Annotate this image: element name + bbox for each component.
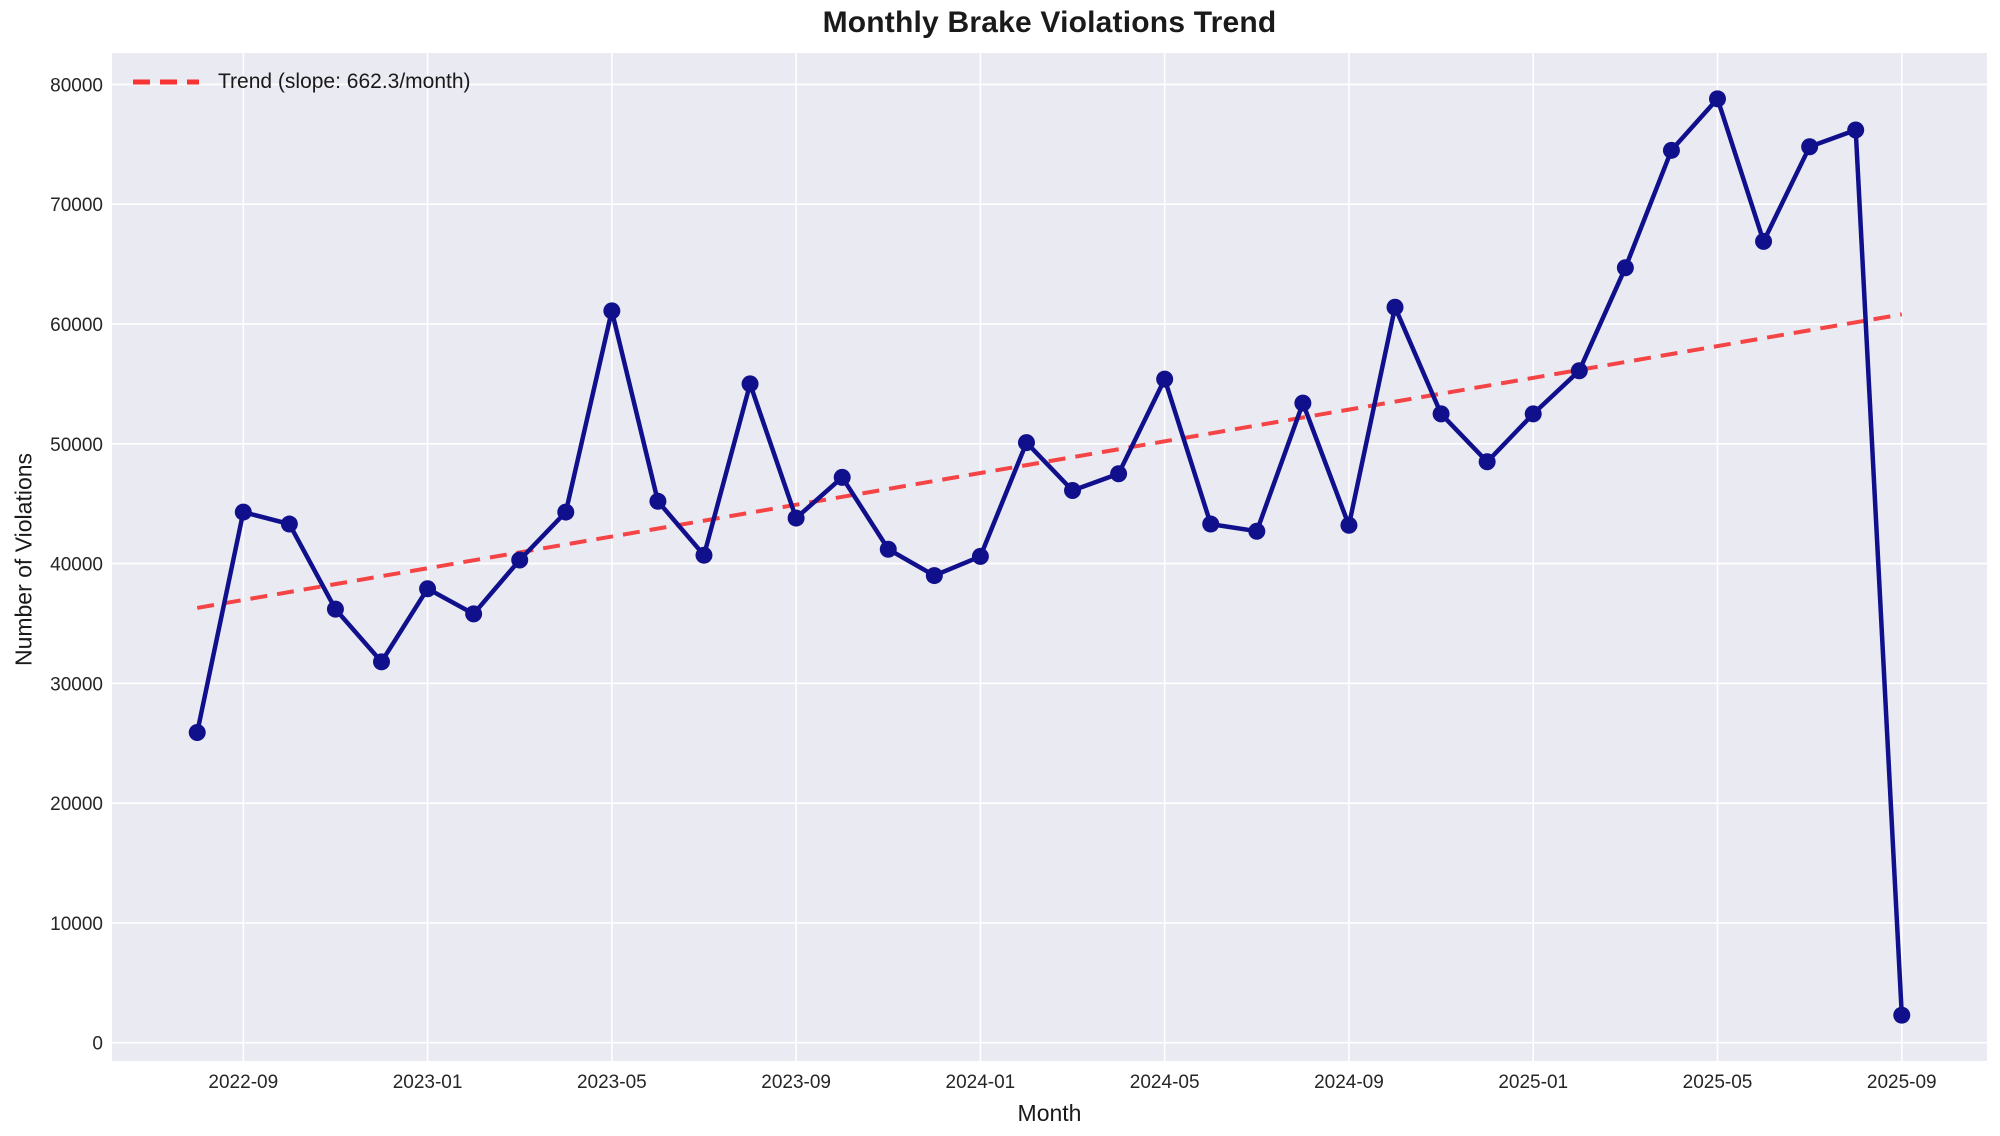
data-point xyxy=(741,375,759,393)
legend: Trend (slope: 662.3/month) xyxy=(132,70,471,94)
data-point xyxy=(833,468,851,486)
data-point xyxy=(1156,370,1174,388)
data-point xyxy=(1478,453,1496,471)
x-axis-label: Month xyxy=(1017,1100,1082,1126)
y-tick-label: 30000 xyxy=(50,674,103,695)
data-point xyxy=(1847,121,1865,139)
x-tick-label: 2023-01 xyxy=(393,1072,463,1093)
data-point xyxy=(603,302,621,320)
data-point xyxy=(1017,434,1035,452)
x-tick-label: 2022-09 xyxy=(208,1072,278,1093)
data-point xyxy=(1616,259,1634,277)
data-point xyxy=(1432,405,1450,423)
data-point xyxy=(1110,465,1128,483)
data-point xyxy=(1662,141,1680,159)
data-point xyxy=(1570,362,1588,380)
trend-line xyxy=(196,312,1903,610)
y-tick-label: 20000 xyxy=(50,794,103,815)
data-point xyxy=(1708,90,1726,108)
x-tick-label: 2023-05 xyxy=(577,1072,647,1093)
data-point xyxy=(1202,515,1220,533)
data-point xyxy=(373,653,391,671)
data-point xyxy=(188,723,206,741)
data-point xyxy=(787,509,805,527)
legend-label: Trend (slope: 662.3/month) xyxy=(218,70,471,93)
data-point xyxy=(1386,298,1404,316)
y-tick-label: 80000 xyxy=(50,75,103,96)
data-point xyxy=(326,600,344,618)
data-point xyxy=(1893,1006,1911,1024)
x-tick-label: 2025-05 xyxy=(1683,1072,1753,1093)
y-axis-label: Number of Violations xyxy=(10,452,37,667)
x-tick-label: 2025-09 xyxy=(1867,1072,1937,1093)
data-point xyxy=(1340,516,1358,534)
data-point xyxy=(1755,232,1773,250)
data-point xyxy=(1248,522,1266,540)
data-point xyxy=(419,580,437,598)
data-point xyxy=(1064,482,1082,500)
plot-background xyxy=(112,53,1987,1061)
data-point xyxy=(511,551,529,569)
data-point xyxy=(465,605,483,623)
y-tick-label: 50000 xyxy=(50,435,103,456)
y-tick-label: 40000 xyxy=(50,555,103,576)
y-tick-label: 0 xyxy=(92,1034,103,1055)
data-point xyxy=(1801,138,1819,156)
y-tick-label: 70000 xyxy=(50,195,103,216)
trend-dash-icon xyxy=(133,79,199,85)
data-point xyxy=(971,547,989,565)
data-point xyxy=(925,567,943,585)
data-point xyxy=(695,546,713,564)
data-point xyxy=(649,492,667,510)
y-tick-label: 10000 xyxy=(50,914,103,935)
x-tick-label: 2023-09 xyxy=(761,1072,831,1093)
x-tick-label: 2024-01 xyxy=(946,1072,1016,1093)
x-tick-label: 2025-01 xyxy=(1498,1072,1568,1093)
data-point xyxy=(557,503,575,521)
data-point xyxy=(1294,394,1312,412)
x-tick-label: 2024-05 xyxy=(1130,1072,1200,1093)
data-point xyxy=(879,540,897,558)
y-tick-label: 60000 xyxy=(50,315,103,336)
x-tick-label: 2024-09 xyxy=(1314,1072,1384,1093)
chart-title: Monthly Brake Violations Trend xyxy=(822,6,1277,39)
data-point xyxy=(280,515,298,533)
data-point xyxy=(1524,405,1542,423)
data-point xyxy=(234,503,252,521)
data-line xyxy=(194,96,1905,1018)
